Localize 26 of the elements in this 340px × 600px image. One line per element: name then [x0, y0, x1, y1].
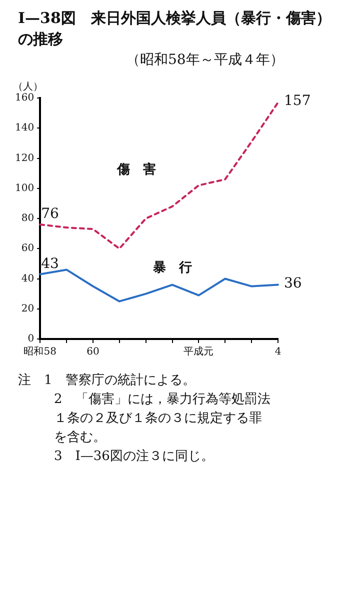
- y-axis-title: （人）: [13, 82, 44, 93]
- series-label: 暴 行: [152, 260, 192, 276]
- data-label: 36: [284, 275, 302, 292]
- y-tick-label: 60: [21, 243, 34, 254]
- text: 3 Ⅰ—36図の注３に同じ。: [53, 448, 215, 466]
- y-tick-label: 20: [21, 303, 34, 314]
- y-tick-label: 120: [14, 152, 34, 164]
- line-series: [39, 102, 279, 250]
- x-tick-label: 4: [274, 346, 282, 358]
- y-tick-label: 140: [14, 122, 34, 134]
- y-tick-label: 80: [21, 213, 34, 224]
- chart-title: Ⅰ—38図 来日外国人検挙人員（暴行・傷害）の推移: [17, 8, 332, 50]
- y-tick-label: 40: [21, 273, 34, 284]
- data-label: 157: [284, 93, 311, 110]
- chart-subtitle: （昭和58年～平成４年）: [125, 51, 285, 70]
- data-label: 43: [41, 256, 59, 272]
- x-tick-label: 平成元: [184, 346, 214, 358]
- text: 傷 害: [116, 161, 156, 178]
- y-tick-label: 160: [14, 92, 34, 104]
- text: 注 1 警察庁の統計による。: [18, 372, 196, 390]
- y-tick-label: 100: [14, 182, 34, 194]
- y-tick-label: 0: [28, 334, 34, 345]
- x-tick-label: 昭和58: [24, 346, 56, 358]
- data-label: 76: [41, 206, 59, 222]
- x-tick-label: 60: [86, 346, 100, 358]
- text: 2 「傷害」には，暴力行為等処罰法１条の２及び１条の３に規定する罪を含む。: [53, 391, 272, 447]
